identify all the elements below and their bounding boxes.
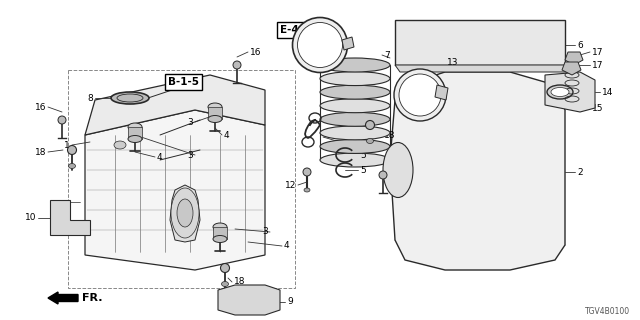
Ellipse shape [111,92,149,104]
Polygon shape [545,72,595,112]
Polygon shape [435,85,448,100]
Text: 4: 4 [157,153,163,162]
Polygon shape [170,185,200,242]
Polygon shape [218,285,280,315]
Text: 14: 14 [602,87,613,97]
Ellipse shape [213,223,227,231]
Ellipse shape [128,123,142,131]
Polygon shape [395,65,568,72]
Ellipse shape [303,168,311,176]
Text: 18: 18 [35,148,46,156]
Ellipse shape [114,141,126,149]
Ellipse shape [208,116,222,123]
Polygon shape [342,37,354,50]
Text: 11: 11 [342,138,353,147]
Ellipse shape [365,121,374,130]
Ellipse shape [547,85,573,99]
Text: 13: 13 [447,58,458,67]
Text: 18: 18 [384,131,396,140]
Ellipse shape [320,153,390,167]
Text: 6: 6 [577,41,583,50]
Text: 3: 3 [188,117,193,126]
Polygon shape [213,227,227,239]
Ellipse shape [304,188,310,192]
Text: TGV4B0100: TGV4B0100 [585,308,630,316]
Polygon shape [50,200,90,235]
Text: 3: 3 [262,228,268,236]
Ellipse shape [233,61,241,69]
Text: 7: 7 [384,51,390,60]
Ellipse shape [551,87,569,97]
Ellipse shape [383,142,413,197]
Polygon shape [395,20,565,65]
Text: 5: 5 [360,150,365,159]
Text: 16: 16 [35,102,46,111]
Polygon shape [562,62,581,75]
Text: B-1-5: B-1-5 [168,77,199,87]
Text: 2: 2 [577,167,582,177]
Ellipse shape [298,22,342,68]
Text: FR.: FR. [82,293,102,303]
Polygon shape [208,107,222,119]
Text: 17: 17 [592,47,604,57]
Ellipse shape [394,69,446,121]
Ellipse shape [399,74,441,116]
Ellipse shape [379,171,387,179]
Text: 17: 17 [592,60,604,69]
Ellipse shape [221,282,228,286]
Ellipse shape [58,116,66,124]
Text: 16: 16 [397,183,408,193]
Ellipse shape [213,236,227,243]
Text: 15: 15 [592,103,604,113]
Polygon shape [565,52,583,65]
Polygon shape [128,127,142,139]
Ellipse shape [68,164,76,169]
Ellipse shape [320,58,390,72]
Ellipse shape [208,103,222,111]
Text: 16: 16 [250,47,262,57]
Text: 8: 8 [87,93,93,102]
Ellipse shape [320,140,390,153]
Ellipse shape [221,263,230,273]
Ellipse shape [67,146,77,155]
Polygon shape [85,75,265,135]
Ellipse shape [177,199,193,227]
Text: 3: 3 [188,150,193,159]
Polygon shape [85,110,265,270]
Ellipse shape [320,112,390,126]
Text: E-4-5: E-4-5 [280,25,310,35]
Ellipse shape [128,135,142,142]
Ellipse shape [292,18,348,73]
Text: 1: 1 [64,140,70,149]
Ellipse shape [320,85,390,99]
Text: 5: 5 [360,165,365,174]
Ellipse shape [367,139,374,143]
Text: 10: 10 [24,213,36,222]
Text: 4: 4 [284,242,290,251]
Text: 9: 9 [287,298,292,307]
Ellipse shape [320,126,390,140]
Text: 18: 18 [234,277,246,286]
Polygon shape [390,72,565,270]
FancyArrow shape [48,292,78,304]
Text: 12: 12 [285,180,296,189]
Ellipse shape [171,188,199,238]
Ellipse shape [320,99,390,113]
Text: 4: 4 [224,131,230,140]
Ellipse shape [320,72,390,85]
